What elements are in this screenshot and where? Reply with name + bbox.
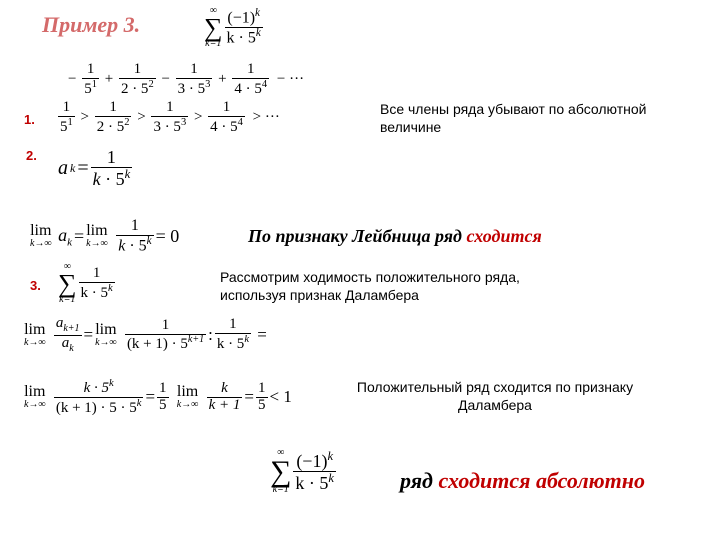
note-dalembert-conclusion: Положительный ряд сходится по признаку Д… — [330, 378, 660, 414]
decreasing-inequality: 151 > 12 · 52 > 13 · 53 > 14 · 54 > ··· — [58, 100, 280, 136]
series-final: ∞ ∑ k=1 (−1)k k · 5k — [270, 448, 336, 495]
step-2-label: 2. — [26, 148, 37, 163]
step-1-label: 1. — [24, 112, 35, 127]
note-dalembert-intro: Рассмотрим ходимость положительного ряда… — [220, 268, 540, 304]
positive-series: ∞ ∑ k=1 1 k · 5k — [58, 262, 115, 305]
ak-definition: ak = 1 k · 5k — [58, 148, 132, 189]
dalembert-ratio-1: limk→∞ ak+1 ak = limk→∞ 1 (k + 1) · 5k+1… — [24, 316, 267, 354]
page-title: Пример 3. — [42, 12, 140, 38]
leibniz-conclusion: По признаку Лейбница ряд сходится — [248, 226, 542, 247]
dalembert-ratio-2: limk→∞ k · 5k (k + 1) · 5 · 5k = 1 5 lim… — [24, 378, 292, 417]
note-decreasing: Все члены ряда убывают по абсолютной вел… — [380, 100, 680, 136]
limit-ak: limk→∞ ak = limk→∞ 1 k · 5k = 0 — [30, 218, 179, 255]
final-conclusion: ряд сходится абсолютно — [400, 468, 645, 494]
step-3-label: 3. — [30, 278, 41, 293]
series-expansion: − 151 + 12 · 52 − 13 · 53 + 14 · 54 − ··… — [68, 62, 304, 98]
series-main: ∞ ∑ k=1 (−1)k k · 5k — [204, 6, 263, 49]
